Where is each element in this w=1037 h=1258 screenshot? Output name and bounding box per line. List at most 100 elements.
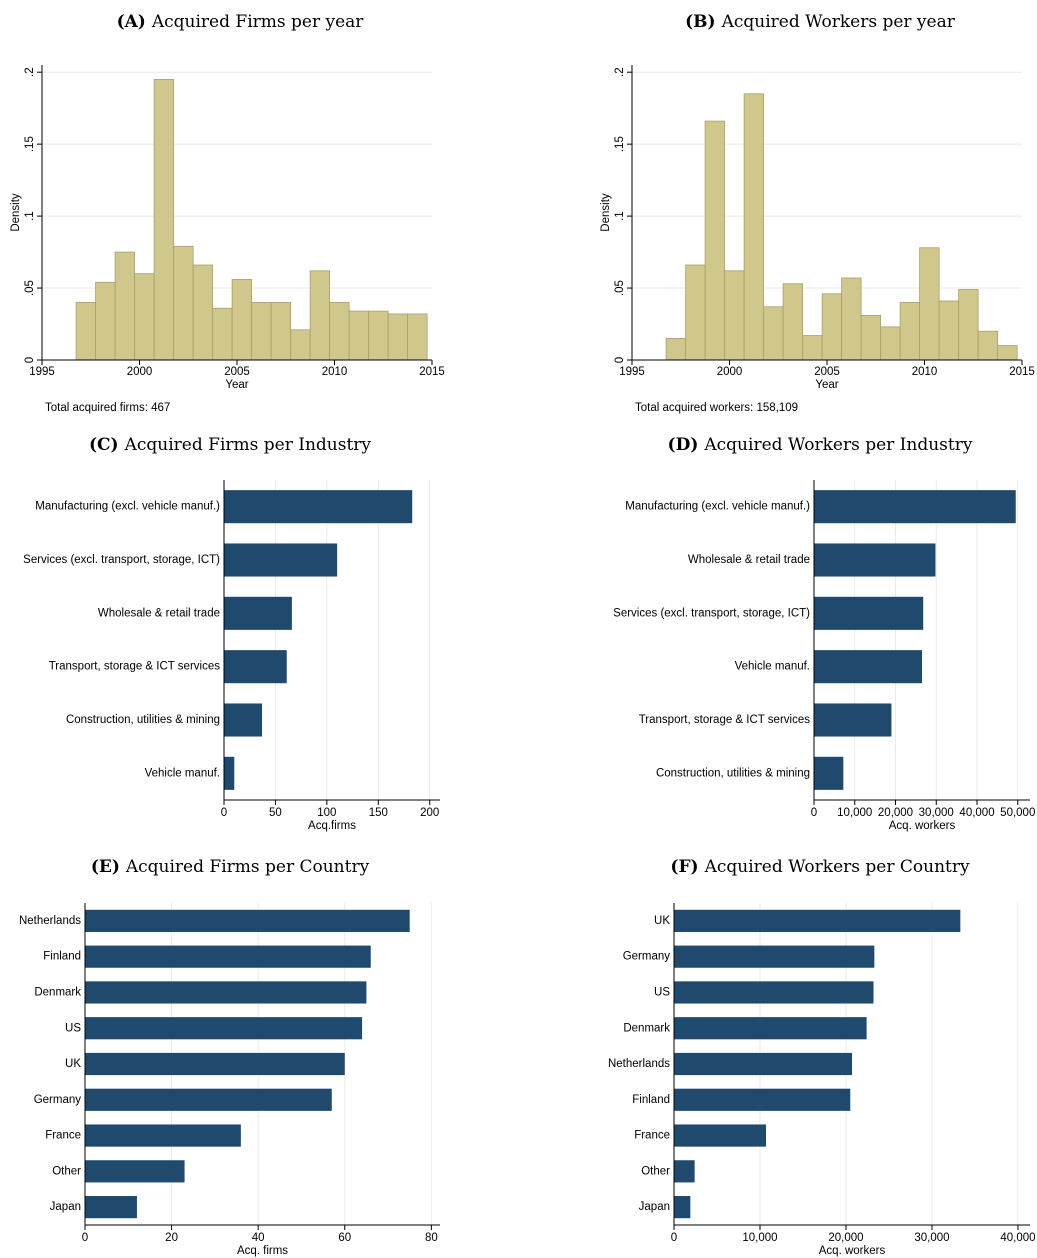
- x-tick-label: 1995: [619, 366, 645, 378]
- bar: [75, 302, 97, 361]
- bar: [814, 490, 1016, 524]
- y-tick-label: Construction, utilities & mining: [66, 714, 220, 726]
- bar: [977, 330, 999, 361]
- y-tick-label: 0: [24, 357, 36, 363]
- bar: [309, 270, 331, 361]
- y-tick-label: .05: [614, 280, 626, 296]
- x-tick-label: 2010: [322, 366, 348, 378]
- y-tick-label: .15: [24, 136, 36, 152]
- bar: [231, 279, 253, 361]
- y-tick-label: UK: [65, 1058, 81, 1070]
- bar: [387, 313, 409, 361]
- x-tick-label: 20,000: [828, 1232, 863, 1244]
- x-axis-title: Acq.firms: [308, 820, 356, 832]
- bar: [997, 345, 1018, 361]
- bar: [85, 909, 410, 932]
- bar: [958, 289, 979, 361]
- chart-title: (A) Acquired Firms per year: [117, 12, 365, 32]
- bar: [674, 981, 874, 1004]
- y-tick-label: Other: [52, 1165, 81, 1177]
- bar: [880, 326, 901, 361]
- bar: [674, 1052, 852, 1076]
- x-axis-title: Acq. firms: [237, 1245, 288, 1257]
- title-text: Acquired Workers per Country: [704, 857, 970, 877]
- x-tick-label: 0: [221, 807, 227, 819]
- bar: [95, 281, 116, 361]
- bar: [224, 543, 338, 577]
- x-tick-label: 10,000: [837, 807, 872, 819]
- x-tick-label: 0: [82, 1232, 88, 1244]
- bar: [763, 306, 784, 361]
- bar: [153, 78, 175, 361]
- x-axis-title: Year: [225, 379, 248, 391]
- bar: [704, 120, 726, 361]
- bar: [814, 650, 922, 684]
- bar: [329, 302, 350, 361]
- note: Total acquired workers: 158,109: [635, 402, 798, 414]
- bar: [224, 756, 235, 790]
- bar: [85, 1088, 332, 1111]
- panel-label: (A): [117, 12, 146, 32]
- x-tick-label: 30,000: [914, 1232, 949, 1244]
- x-tick-label: 40,000: [1000, 1232, 1035, 1244]
- x-tick-label: 200: [420, 807, 439, 819]
- y-tick-label: Finland: [43, 951, 81, 963]
- chart-title: (E) Acquired Firms per Country: [91, 857, 370, 877]
- x-tick-label: 40,000: [959, 807, 994, 819]
- bar: [938, 300, 960, 361]
- y-tick-label: .1: [614, 211, 626, 221]
- chart-title: (F) Acquired Workers per Country: [670, 857, 970, 877]
- chart-title: (B) Acquired Workers per year: [685, 12, 956, 32]
- y-tick-label: Wholesale & retail trade: [688, 554, 810, 566]
- bar: [743, 93, 765, 361]
- y-tick-label: Vehicle manuf.: [145, 767, 220, 779]
- y-tick-label: Denmark: [34, 986, 81, 998]
- bar: [270, 302, 292, 361]
- x-tick-label: 30,000: [919, 807, 954, 819]
- y-tick-label: France: [634, 1130, 670, 1142]
- chart-title: (D) Acquired Workers per Industry: [668, 435, 973, 455]
- bar: [674, 1160, 695, 1183]
- x-tick-label: 60: [338, 1232, 351, 1244]
- x-tick-label: 80: [425, 1232, 438, 1244]
- y-tick-label: Germany: [34, 1094, 82, 1106]
- y-tick-label: Other: [641, 1165, 670, 1177]
- bar: [814, 756, 844, 790]
- y-tick-label: Netherlands: [608, 1058, 670, 1070]
- x-tick-label: 50,000: [1000, 807, 1035, 819]
- bar: [290, 329, 311, 361]
- bar: [224, 490, 413, 524]
- panel-label: (B): [685, 12, 715, 32]
- title-text: Acquired Workers per Industry: [703, 435, 972, 455]
- y-axis-title: Density: [10, 193, 22, 232]
- x-tick-label: 150: [369, 807, 388, 819]
- x-axis-title: Year: [815, 379, 838, 391]
- bar: [814, 596, 924, 630]
- y-tick-label: Japan: [639, 1201, 670, 1213]
- x-tick-label: 2005: [814, 366, 840, 378]
- y-tick-label: Wholesale & retail trade: [98, 607, 220, 619]
- bar: [407, 313, 428, 361]
- bar: [814, 543, 936, 577]
- x-tick-label: 0: [671, 1232, 677, 1244]
- bar: [85, 1160, 185, 1183]
- y-tick-label: Japan: [50, 1201, 81, 1213]
- y-tick-label: US: [654, 986, 670, 998]
- title-text: Acquired Workers per year: [721, 12, 956, 32]
- y-axis-title: Density: [600, 193, 612, 232]
- panel-label: (E): [91, 857, 120, 877]
- bar: [173, 245, 194, 361]
- title-text: Acquired Firms per year: [151, 12, 364, 32]
- bar: [802, 335, 823, 361]
- y-tick-label: France: [45, 1130, 81, 1142]
- y-tick-label: .1: [24, 211, 36, 221]
- y-tick-label: US: [65, 1022, 81, 1034]
- bar: [674, 909, 961, 932]
- y-tick-label: Manufacturing (excl. vehicle manuf.): [625, 501, 810, 513]
- bar: [685, 264, 706, 361]
- x-tick-label: 2000: [127, 366, 153, 378]
- y-tick-label: Netherlands: [19, 915, 81, 927]
- bar: [85, 1124, 241, 1147]
- x-axis-title: Acq. workers: [889, 820, 956, 832]
- panel-label: (F): [670, 857, 698, 877]
